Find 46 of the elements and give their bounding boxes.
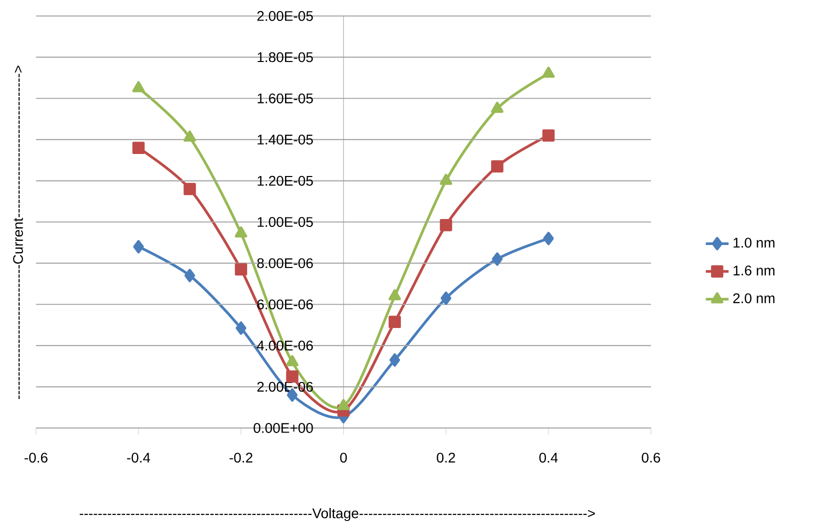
point xyxy=(389,353,400,367)
point xyxy=(440,292,452,305)
point xyxy=(492,252,503,266)
point xyxy=(337,399,350,410)
point xyxy=(440,218,452,232)
point xyxy=(132,142,145,154)
point xyxy=(132,81,145,92)
point xyxy=(491,102,504,113)
y-tick-label: 6.00E-06 xyxy=(257,299,313,310)
x-tick-label: -0.2 xyxy=(230,452,252,463)
y-tick-label: 8.00E-06 xyxy=(257,258,313,268)
point xyxy=(133,240,144,254)
point xyxy=(184,130,196,142)
point xyxy=(236,321,246,335)
x-tick-label: 0.6 xyxy=(642,452,660,463)
point xyxy=(184,268,196,282)
legend-label: 2.0 nm xyxy=(733,293,774,304)
y-tick-label: 2.00E-05 xyxy=(257,11,313,21)
x-tick-label: 0 xyxy=(340,452,347,463)
y-tick-label: 1.40E-05 xyxy=(258,134,313,145)
y-tick-label: 1.20E-05 xyxy=(258,176,313,186)
point xyxy=(184,182,196,196)
point xyxy=(234,226,248,238)
x-tick-label: 0.4 xyxy=(539,452,558,463)
y-tick-label: 0.00E+00 xyxy=(254,423,313,433)
legend-label: 1.6 nm xyxy=(734,266,774,276)
point xyxy=(440,174,452,185)
x-tick-label: 0.2 xyxy=(436,452,456,463)
y-tick-label: 2.00E-06 xyxy=(257,382,313,392)
point xyxy=(234,263,248,276)
y-tick-label: 1.60E-05 xyxy=(258,93,313,104)
y-axis-title: -----------------------------Current-------------------------------> xyxy=(13,66,23,399)
legend-label: 1.0 nm xyxy=(734,238,774,248)
point xyxy=(491,160,504,172)
point xyxy=(388,289,401,300)
x-tick-label: -0.6 xyxy=(24,452,48,463)
point xyxy=(388,316,401,328)
y-tick-label: 1.00E-05 xyxy=(258,217,313,227)
point xyxy=(542,129,555,142)
point xyxy=(542,66,555,78)
y-tick-label: 4.00E-06 xyxy=(256,340,313,351)
point xyxy=(286,355,298,366)
y-tick-label: 1.80E-05 xyxy=(258,52,313,62)
point xyxy=(543,232,554,246)
x-tick-label: -0.4 xyxy=(127,452,150,463)
x-axis-title: --------------------------------------------------Voltage-------------------------------------------------> xyxy=(80,508,595,522)
